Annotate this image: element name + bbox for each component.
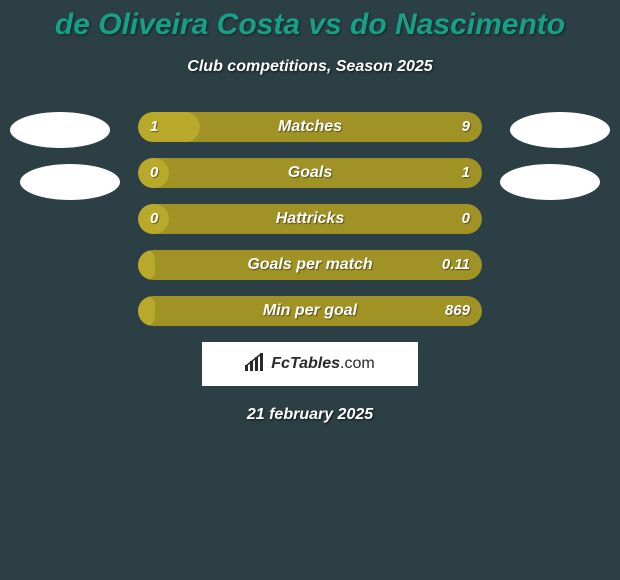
stats-bars: 1Matches90Goals10Hattricks0Goals per mat… xyxy=(138,112,482,326)
player-avatar-left-2 xyxy=(20,164,120,200)
stat-label: Matches xyxy=(138,112,482,142)
stat-value-right: 869 xyxy=(445,296,470,326)
stat-row: 0Goals1 xyxy=(138,158,482,188)
logo-domain: .com xyxy=(340,355,375,372)
player-avatar-right-1 xyxy=(510,112,610,148)
stat-label: Goals per match xyxy=(138,250,482,280)
player-avatar-left-1 xyxy=(10,112,110,148)
page-title: de Oliveira Costa vs do Nascimento xyxy=(0,0,620,42)
stat-label: Hattricks xyxy=(138,204,482,234)
logo-brand: FcTables xyxy=(271,355,340,372)
player-avatar-right-2 xyxy=(500,164,600,200)
chart-icon xyxy=(245,353,267,376)
stat-value-right: 0 xyxy=(462,204,470,234)
date-label: 21 february 2025 xyxy=(0,406,620,424)
stat-row: Goals per match0.11 xyxy=(138,250,482,280)
stat-value-right: 9 xyxy=(462,112,470,142)
stat-label: Goals xyxy=(138,158,482,188)
stat-value-right: 1 xyxy=(462,158,470,188)
logo-text: FcTables.com xyxy=(271,355,374,373)
subtitle: Club competitions, Season 2025 xyxy=(0,58,620,76)
stat-row: 1Matches9 xyxy=(138,112,482,142)
stat-row: 0Hattricks0 xyxy=(138,204,482,234)
stat-value-right: 0.11 xyxy=(442,250,470,280)
stat-label: Min per goal xyxy=(138,296,482,326)
logo-box[interactable]: FcTables.com xyxy=(202,342,418,386)
stat-row: Min per goal869 xyxy=(138,296,482,326)
content-area: 1Matches90Goals10Hattricks0Goals per mat… xyxy=(0,112,620,424)
comparison-card: de Oliveira Costa vs do Nascimento Club … xyxy=(0,0,620,580)
